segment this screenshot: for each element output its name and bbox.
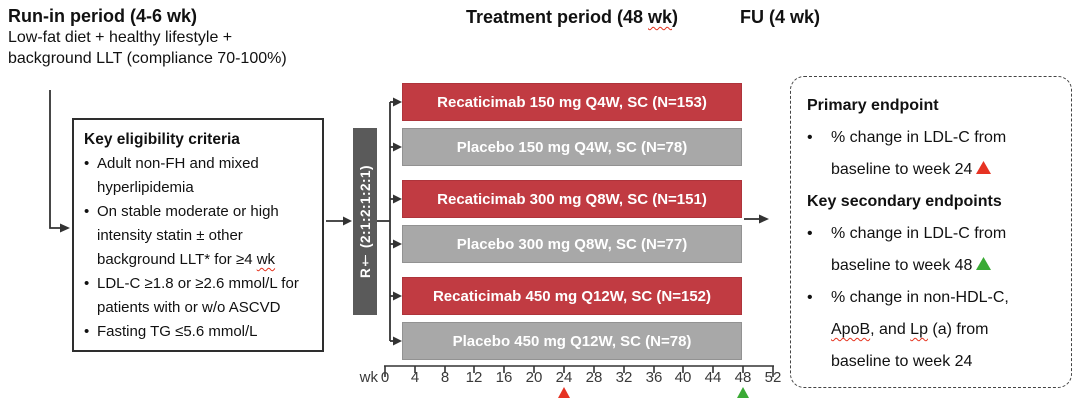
- secondary-endpoint2-line1: % change in non-HDL-C,: [831, 289, 1009, 306]
- axis-tick-label-52: 52: [764, 369, 782, 386]
- eligibility-item-statin: • On stable moderate or high intensity s…: [84, 200, 316, 272]
- week48-marker-triangle-icon: [737, 387, 749, 398]
- primary-endpoint-title: Primary endpoint: [807, 97, 939, 114]
- bullet-icon: •: [84, 323, 90, 340]
- bullet-icon: •: [84, 275, 90, 292]
- treatment-arm-bar-recaticimab-450: Recaticimab 450 mg Q12W, SC (N=152): [402, 277, 742, 315]
- arm-label: Recaticimab 300 mg Q8W, SC (N=151): [437, 190, 707, 208]
- arm-label: Recaticimab 150 mg Q4W, SC (N=153): [437, 93, 707, 111]
- secondary-endpoint2-mid: , and: [870, 321, 911, 338]
- bullet-icon: •: [807, 225, 813, 242]
- week24-marker-triangle-icon: [558, 387, 570, 398]
- axis-tick-label-28: 28: [585, 369, 603, 386]
- axis-tick-label-36: 36: [645, 369, 663, 386]
- treatment-arm-bar-placebo-300: Placebo 300 mg Q8W, SC (N=77): [402, 225, 742, 263]
- bullet-icon: •: [807, 289, 813, 306]
- secondary-endpoint-text-1: % change in LDL-C from baseline to week …: [831, 218, 1057, 282]
- treatment-title-close: ): [672, 7, 679, 27]
- eligibility-item-text: On stable moderate or high intensity sta…: [97, 200, 316, 272]
- run-in-subtitle-line1: Low-fat diet + healthy lifestyle +: [8, 29, 233, 46]
- secondary-endpoint-item-1: • % change in LDL-C from baseline to wee…: [807, 218, 1057, 282]
- green-triangle-icon: [976, 257, 992, 270]
- treatment-arm-bar-placebo-150: Placebo 150 mg Q4W, SC (N=78): [402, 128, 742, 166]
- follow-up-title: FU (4 wk): [740, 7, 821, 27]
- eligibility-item-text-pre: On stable moderate or high intensity sta…: [97, 203, 279, 268]
- primary-endpoint-text: % change in LDL-C from baseline to week …: [831, 122, 1057, 186]
- secondary-endpoint1-line2: baseline to week 48: [831, 257, 973, 274]
- axis-tick-label-16: 16: [495, 369, 513, 386]
- arm-label: Placebo 150 mg Q4W, SC (N=78): [456, 138, 688, 156]
- axis-tick-label-32: 32: [615, 369, 633, 386]
- axis-unit-label: wk: [359, 369, 378, 386]
- axis-tick-label-4: 4: [410, 369, 420, 386]
- secondary-endpoint1-line1: % change in LDL-C from: [831, 225, 1007, 242]
- arm-label: Recaticimab 450 mg Q12W, SC (N=152): [432, 287, 712, 305]
- bullet-icon: •: [84, 155, 90, 172]
- primary-endpoint-item: • % change in LDL-C from baseline to wee…: [807, 122, 1057, 186]
- primary-endpoint-line1: % change in LDL-C from: [831, 129, 1007, 146]
- eligibility-item-text: Adult non-FH and mixed hyperlipidemia: [97, 155, 259, 196]
- arm-label: Placebo 300 mg Q8W, SC (N=77): [456, 235, 688, 253]
- eligibility-item-ldlc: • LDL-C ≥1.8 or ≥2.6 mmol/L for patients…: [84, 272, 316, 320]
- secondary-endpoint2-post: (a) from: [927, 321, 989, 338]
- treatment-period-title: Treatment period (48 wk): [402, 7, 742, 28]
- secondary-endpoint2-apob: ApoB: [831, 321, 871, 338]
- red-triangle-icon: [976, 161, 992, 174]
- axis-tick-label-44: 44: [704, 369, 722, 386]
- eligibility-item-text-wk: wk: [256, 251, 276, 268]
- treatment-title-text: Treatment period (48: [465, 7, 649, 27]
- secondary-endpoints-title: Key secondary endpoints: [807, 193, 1002, 210]
- run-in-subtitle-line2: background LLT (compliance 70-100%): [8, 50, 287, 67]
- axis-tick-label-40: 40: [674, 369, 692, 386]
- bullet-icon: •: [84, 203, 90, 220]
- treatment-arm-bar-recaticimab-300: Recaticimab 300 mg Q8W, SC (N=151): [402, 180, 742, 218]
- secondary-endpoint-item-2: • % change in non-HDL-C, ApoB, and Lp (a…: [807, 282, 1057, 378]
- eligibility-item-tg: • Fasting TG ≤5.6 mmol/L: [84, 320, 316, 344]
- eligibility-title: Key eligibility criteria: [84, 131, 240, 148]
- axis-tick-label-48: 48: [734, 369, 752, 386]
- secondary-endpoint2-lp: Lp: [910, 321, 928, 338]
- treatment-title-wk: wk: [648, 7, 673, 27]
- eligibility-item-text: Fasting TG ≤5.6 mmol/L: [97, 323, 258, 340]
- secondary-endpoint-text-2: % change in non-HDL-C, ApoB, and Lp (a) …: [831, 282, 1057, 378]
- treatment-arm-bar-recaticimab-150: Recaticimab 150 mg Q4W, SC (N=153): [402, 83, 742, 121]
- eligibility-item-nonfh: • Adult non-FH and mixed hyperlipidemia: [84, 152, 316, 200]
- run-in-period-title: Run-in period (4-6 wk): [8, 6, 197, 26]
- eligibility-criteria-box: Key eligibility criteria • Adult non-FH …: [72, 118, 324, 352]
- arm-label: Placebo 450 mg Q12W, SC (N=78): [452, 332, 692, 350]
- treatment-arm-bar-placebo-450: Placebo 450 mg Q12W, SC (N=78): [402, 322, 742, 360]
- randomization-ratio-label: R† (2:1:2:1:2:1): [357, 164, 373, 279]
- axis-tick-label-0: 0: [380, 369, 390, 386]
- axis-tick-label-12: 12: [465, 369, 483, 386]
- secondary-endpoint2-line3: baseline to week 24: [831, 353, 973, 370]
- bullet-icon: •: [807, 129, 813, 146]
- axis-tick-label-8: 8: [440, 369, 450, 386]
- axis-tick-label-24: 24: [555, 369, 573, 386]
- primary-endpoint-line2: baseline to week 24: [831, 161, 973, 178]
- axis-tick-label-20: 20: [525, 369, 543, 386]
- eligibility-item-text: LDL-C ≥1.8 or ≥2.6 mmol/L for patients w…: [97, 275, 299, 316]
- endpoints-box: Primary endpoint • % change in LDL-C fro…: [790, 76, 1072, 388]
- randomization-block: R† (2:1:2:1:2:1): [353, 128, 377, 315]
